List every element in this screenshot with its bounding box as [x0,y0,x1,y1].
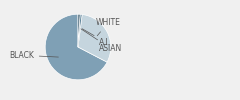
Wedge shape [78,14,82,47]
Text: ASIAN: ASIAN [81,29,123,53]
Text: BLACK: BLACK [9,51,58,60]
Text: A.I.: A.I. [82,29,111,47]
Wedge shape [45,14,107,80]
Wedge shape [78,14,111,62]
Wedge shape [78,14,80,47]
Text: WHITE: WHITE [96,18,121,36]
